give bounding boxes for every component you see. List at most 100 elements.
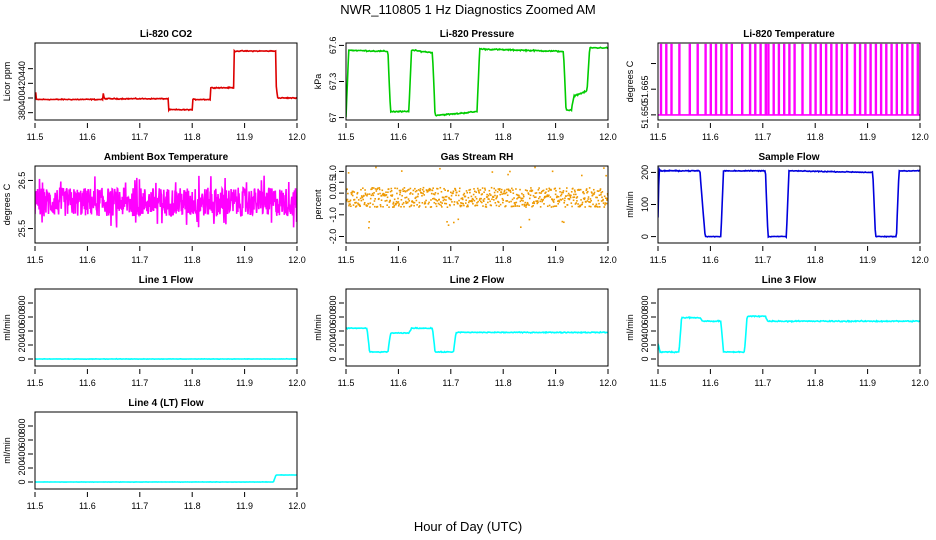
data-point [360,188,362,191]
y-tick-label: 0.0 [328,187,338,200]
data-point [389,199,391,202]
data-point [428,201,430,204]
data-point [452,192,454,194]
plot-frame [34,411,298,490]
y-tick-label: 400 [17,90,27,105]
data-point [380,199,383,202]
data-point [511,187,513,190]
data-point [604,202,607,204]
data-point [433,197,435,200]
data-point [360,195,363,197]
y-tick-label: 0 [17,479,27,484]
data-point [542,189,545,192]
data-point [349,199,352,202]
data-point [539,200,542,203]
data-point [480,197,482,200]
y-tick-label: 600 [328,309,338,324]
data-point [418,206,420,208]
data-point [448,196,450,199]
data-point [455,191,458,194]
data-point [504,192,507,195]
data-point [506,194,509,197]
data-point [570,202,573,204]
data-point [352,190,354,193]
data-point [443,198,446,201]
data-point [576,189,579,191]
data-point [387,188,390,190]
y-axis-label: kPa [313,74,323,90]
y-tick-label: 0 [17,356,27,361]
x-tick-label: 12.0 [288,378,306,388]
data-point [374,205,376,208]
y-tick-label: 0.5 [328,176,338,189]
data-point [493,199,495,201]
data-point [394,203,397,206]
data-point [496,191,499,193]
panel-title: Gas Stream RH [441,152,514,163]
data-point [532,204,534,207]
data-point [602,198,604,201]
data-point [518,194,520,197]
data-point [581,203,583,206]
data-point [583,197,586,199]
data-point [563,199,566,202]
data-point [371,187,373,189]
data-point [352,204,355,206]
x-tick-label: 11.6 [79,132,96,142]
data-point [591,194,594,197]
y-axis-label: Licor ppm [2,62,12,102]
y-tick-label: 25.5 [17,220,27,238]
data-point [538,192,541,194]
x-tick-label: 11.9 [547,378,564,388]
panel-gas-stream-rh: Gas Stream RH 11.5 11.6 11.7 11.8 11.9 12.0 -2.… [313,152,617,265]
data-point [363,203,366,206]
data-point [530,189,533,191]
panel-ambient-box-temperature: Ambient Box Temperature 11.5 11.6 11.7 11.8 1… [2,152,306,265]
data-point [441,206,443,208]
data-point [419,189,421,192]
data-point [405,200,407,203]
data-point [399,191,402,194]
panel-title: Sample Flow [758,152,819,163]
data-point [408,205,411,208]
data-point [374,198,376,200]
data-point [429,189,431,192]
data-point [413,204,415,207]
data-point [507,173,509,176]
x-tick-label: 11.5 [27,255,44,265]
data-point [581,174,583,177]
data-point [483,191,485,194]
data-point [548,194,550,197]
data-point [560,193,563,196]
x-tick-label: 11.6 [390,132,407,142]
data-point [444,189,446,191]
data-point [432,193,435,195]
plot-frame [657,165,921,244]
data-point [365,193,367,196]
data-point [516,194,519,196]
x-tick-label: 11.8 [807,132,824,142]
data-point [510,200,512,203]
data-point [393,204,396,207]
data-point [598,206,601,208]
data-point [528,218,531,221]
x-tick-label: 11.6 [390,255,407,265]
data-point [400,170,403,172]
data-point [411,193,414,195]
data-point [437,202,440,205]
data-point [494,194,496,197]
data-point [413,201,416,204]
data-point [487,201,489,204]
data-point [449,204,451,207]
data-point [572,199,575,202]
data-point [573,189,576,192]
data-point [355,205,358,207]
x-tick-label: 11.6 [702,132,719,142]
data-point [501,197,504,200]
data-point [514,203,516,206]
y-tick-label: 26.5 [17,172,27,190]
data-point [350,193,353,196]
plot-frame [34,42,298,121]
data-point [564,206,567,208]
